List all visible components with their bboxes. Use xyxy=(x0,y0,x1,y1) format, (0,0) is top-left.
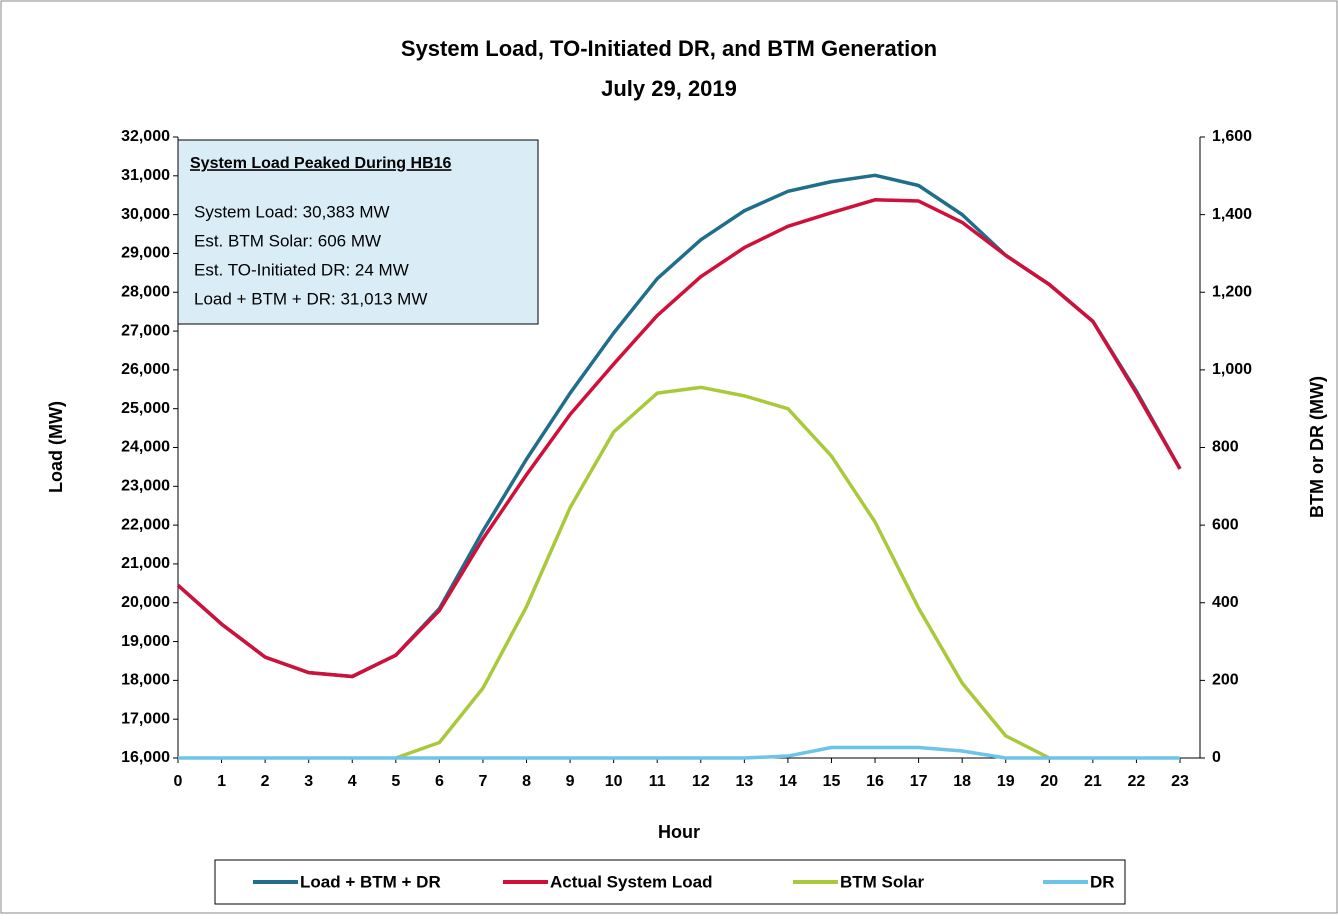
x-tick-label: 14 xyxy=(779,773,797,790)
x-tick-label: 22 xyxy=(1128,773,1146,790)
y-tick-label: 18,000 xyxy=(121,672,170,689)
x-tick-label: 18 xyxy=(953,773,971,790)
y-tick-label: 19,000 xyxy=(121,633,170,650)
x-tick-label: 9 xyxy=(566,773,575,790)
y2-tick-label: 400 xyxy=(1212,594,1239,611)
y-tick-label: 30,000 xyxy=(121,206,170,223)
y2-tick-label: 600 xyxy=(1212,516,1239,533)
y2-tick-label: 1,600 xyxy=(1212,128,1252,145)
legend-label: BTM Solar xyxy=(840,872,924,891)
annotation-title: System Load Peaked During HB16 xyxy=(190,155,452,172)
y-tick-label: 32,000 xyxy=(121,128,170,145)
y2-axis-label: BTM or DR (MW) xyxy=(1307,376,1327,518)
series-line xyxy=(176,198,1182,679)
legend-box xyxy=(214,859,1126,905)
x-tick-label: 21 xyxy=(1084,773,1102,790)
x-tick-label: 2 xyxy=(261,773,270,790)
x-tick-label: 1 xyxy=(217,773,226,790)
y-tick-label: 29,000 xyxy=(121,245,170,262)
annotation-line: System Load: 30,383 MW xyxy=(194,202,390,221)
x-axis-label: Hour xyxy=(658,822,700,842)
y-tick-label: 24,000 xyxy=(121,439,170,456)
y-tick-label: 23,000 xyxy=(121,478,170,495)
chart-subtitle: July 29, 2019 xyxy=(601,76,737,101)
x-tick-label: 7 xyxy=(479,773,488,790)
y2-tick-label: 800 xyxy=(1212,439,1239,456)
x-tick-label: 11 xyxy=(649,773,666,790)
x-tick-label: 3 xyxy=(304,773,313,790)
y2-tick-label: 1,200 xyxy=(1212,283,1252,300)
y2-tick-label: 1,400 xyxy=(1212,206,1252,223)
y-tick-label: 22,000 xyxy=(121,516,170,533)
chart-title: System Load, TO-Initiated DR, and BTM Ge… xyxy=(401,36,937,61)
x-tick-label: 17 xyxy=(910,773,928,790)
legend-label: Load + BTM + DR xyxy=(300,872,441,891)
x-tick-label: 23 xyxy=(1171,773,1189,790)
x-tick-label: 12 xyxy=(692,773,710,790)
legend-label: DR xyxy=(1090,872,1115,891)
annotation-line: Est. TO-Initiated DR: 24 MW xyxy=(194,260,409,279)
y-tick-label: 16,000 xyxy=(121,749,170,766)
y-tick-label: 27,000 xyxy=(121,322,170,339)
annotation-line: Est. BTM Solar: 606 MW xyxy=(194,231,381,250)
annotation-line: Load + BTM + DR: 31,013 MW xyxy=(194,289,427,308)
annotation-box xyxy=(177,139,539,325)
y-tick-label: 20,000 xyxy=(121,594,170,611)
x-tick-label: 16 xyxy=(866,773,884,790)
series-line xyxy=(395,385,1051,760)
y-tick-label: 26,000 xyxy=(121,361,170,378)
x-tick-label: 0 xyxy=(174,773,183,790)
y2-tick-label: 0 xyxy=(1212,749,1221,766)
y2-tick-label: 1,000 xyxy=(1212,361,1252,378)
y-tick-label: 17,000 xyxy=(121,710,170,727)
x-tick-label: 20 xyxy=(1040,773,1058,790)
y-tick-label: 25,000 xyxy=(121,400,170,417)
x-tick-label: 5 xyxy=(391,773,400,790)
y-tick-label: 21,000 xyxy=(121,555,170,572)
y2-tick-label: 200 xyxy=(1212,672,1239,689)
x-tick-label: 15 xyxy=(823,773,841,790)
x-tick-label: 6 xyxy=(435,773,444,790)
y-tick-label: 28,000 xyxy=(121,283,170,300)
x-tick-label: 10 xyxy=(605,773,623,790)
x-tick-label: 13 xyxy=(735,773,753,790)
y-axis-label: Load (MW) xyxy=(46,401,66,493)
x-tick-label: 4 xyxy=(348,773,357,790)
legend-label: Actual System Load xyxy=(550,872,713,891)
x-tick-label: 19 xyxy=(997,773,1015,790)
series-line xyxy=(178,745,1180,760)
x-tick-label: 8 xyxy=(522,773,531,790)
y-tick-label: 31,000 xyxy=(121,167,170,184)
